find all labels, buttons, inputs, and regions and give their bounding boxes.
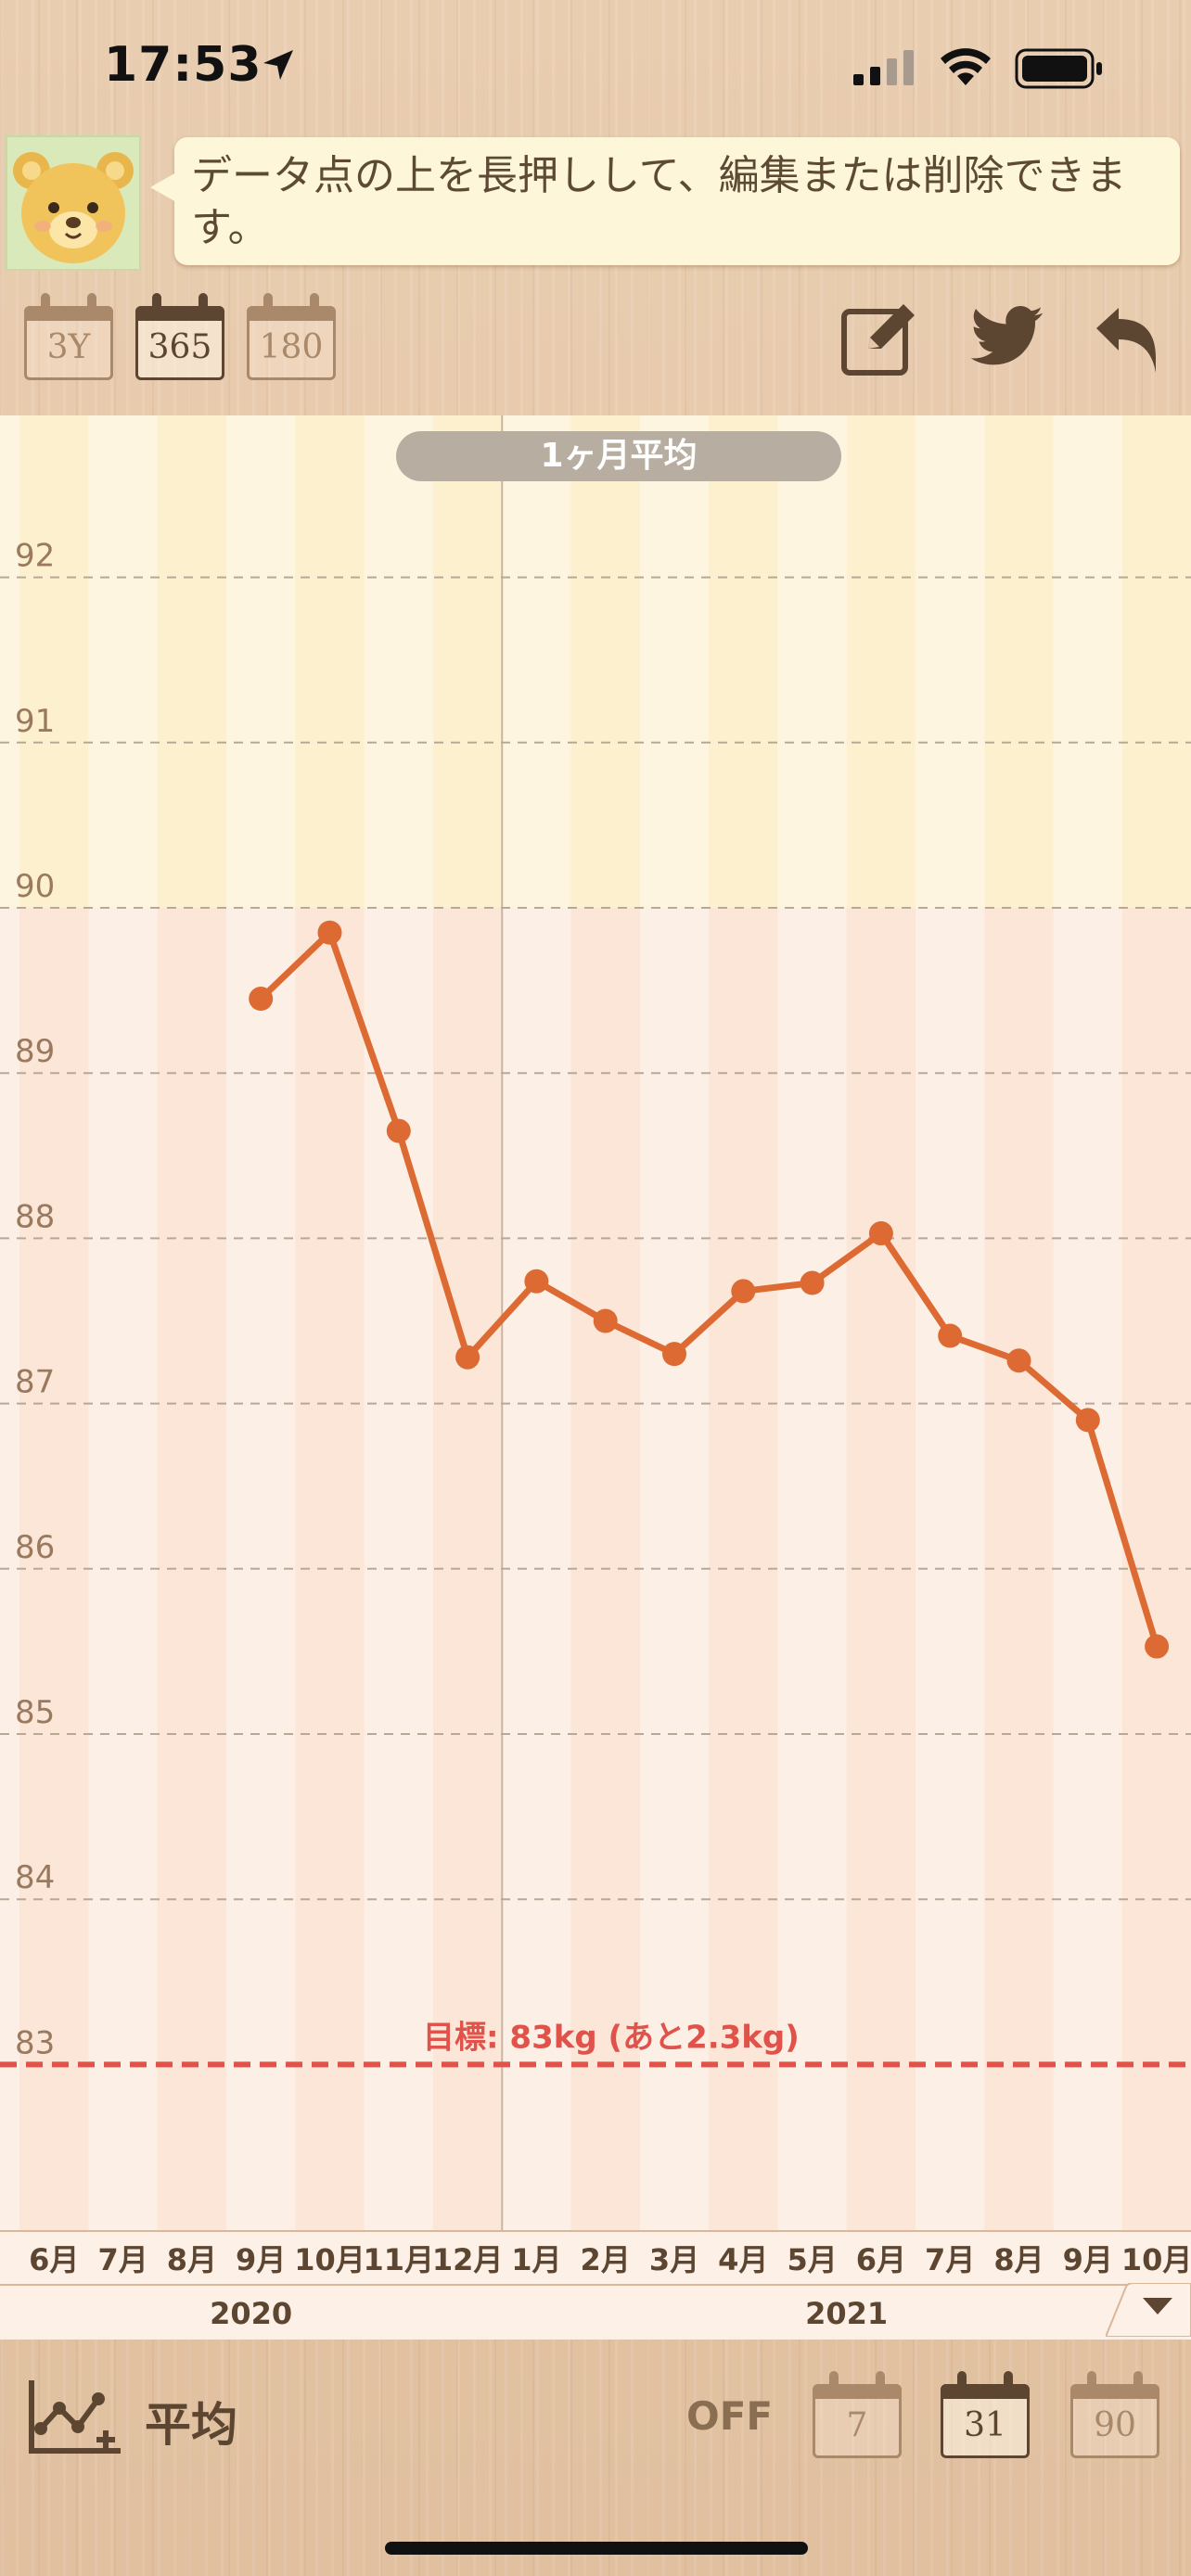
twitter-icon[interactable] xyxy=(970,306,1044,367)
x-tick-label: 8月 xyxy=(993,2242,1044,2277)
x-tick-label: 5月 xyxy=(787,2242,837,2277)
range-180-button[interactable]: 180 xyxy=(247,293,338,382)
x-tick-label: 7月 xyxy=(97,2242,147,2277)
x-tick-label: 6月 xyxy=(29,2242,79,2277)
cellular-signal-icon xyxy=(853,50,914,85)
battery-icon xyxy=(1015,48,1102,89)
data-point[interactable] xyxy=(317,920,342,945)
average-chart-icon[interactable] xyxy=(28,2377,124,2455)
data-point[interactable] xyxy=(386,1118,411,1143)
month-stripe xyxy=(777,415,847,2231)
x-tick-label: 9月 xyxy=(236,2242,286,2277)
average-off-button[interactable]: OFF xyxy=(686,2393,774,2439)
y-tick-label: 86 xyxy=(15,1529,55,1566)
data-point[interactable] xyxy=(731,1279,756,1304)
data-point[interactable] xyxy=(249,987,274,1012)
x-tick-label: 12月 xyxy=(432,2242,504,2277)
status-bar: 17:53 xyxy=(0,0,1191,134)
data-point[interactable] xyxy=(1145,1634,1170,1659)
month-stripe xyxy=(639,415,710,2231)
window-90-label: 90 xyxy=(1094,2406,1136,2444)
x-tick-label: 1月 xyxy=(511,2242,561,2277)
x-tick-label: 4月 xyxy=(718,2242,768,2277)
y-tick-label: 83 xyxy=(15,2024,55,2061)
y-tick-label: 92 xyxy=(15,538,55,575)
x-tick-label: 11月 xyxy=(364,2242,435,2277)
high-zone xyxy=(0,415,1191,908)
hint-bubble: データ点の上を長押しして、編集または削除できます。 xyxy=(150,137,1180,265)
x-tick-label: 10月 xyxy=(1121,2242,1191,2277)
collapse-chevron-icon[interactable] xyxy=(1106,2283,1191,2337)
year-label: 2021 xyxy=(805,2296,888,2331)
y-tick-label: 90 xyxy=(15,868,55,905)
y-tick-label: 87 xyxy=(15,1364,55,1401)
y-tick-label: 84 xyxy=(15,1859,55,1896)
window-31-button[interactable]: 31 xyxy=(941,2371,1031,2460)
data-point[interactable] xyxy=(938,1323,963,1348)
data-point[interactable] xyxy=(662,1342,686,1367)
x-tick-label: 3月 xyxy=(649,2242,699,2277)
data-point[interactable] xyxy=(593,1308,618,1333)
goal-label: 目標: 83kg (あと2.3kg) xyxy=(423,2019,800,2056)
data-point[interactable] xyxy=(455,1345,480,1370)
window-90-button[interactable]: 90 xyxy=(1070,2371,1161,2460)
window-7-button[interactable]: 7 xyxy=(813,2371,903,2460)
wifi-icon xyxy=(941,48,991,85)
range-365-label: 365 xyxy=(147,328,212,366)
x-tick-label: 2月 xyxy=(581,2242,631,2277)
window-7-label: 7 xyxy=(846,2406,868,2444)
month-stripe xyxy=(0,415,20,2231)
x-tick-label: 9月 xyxy=(1063,2242,1113,2277)
month-stripe xyxy=(916,415,985,2231)
y-tick-label: 85 xyxy=(15,1694,55,1731)
range-180-label: 180 xyxy=(259,328,324,366)
month-stripe xyxy=(364,415,433,2231)
month-stripe xyxy=(88,415,158,2231)
range-365-button[interactable]: 365 xyxy=(135,293,226,382)
x-tick-label: 6月 xyxy=(856,2242,906,2277)
chart-mode-pill: 1ヶ月平均 xyxy=(396,431,841,481)
y-tick-label: 88 xyxy=(15,1198,55,1235)
y-tick-label: 89 xyxy=(15,1033,55,1070)
month-stripe xyxy=(226,415,296,2231)
month-stripe xyxy=(502,415,571,2231)
hint-text: データ点の上を長押しして、編集または削除できます。 xyxy=(191,152,1127,251)
edit-icon[interactable] xyxy=(840,299,920,376)
status-time: 17:53 xyxy=(104,37,263,93)
y-tick-label: 91 xyxy=(15,703,55,740)
x-tick-label: 10月 xyxy=(294,2242,365,2277)
window-31-label: 31 xyxy=(964,2406,1006,2444)
data-point[interactable] xyxy=(524,1269,549,1294)
x-tick-label: 7月 xyxy=(925,2242,975,2277)
range-3y-button[interactable]: 3Y xyxy=(24,293,115,382)
data-point[interactable] xyxy=(1075,1408,1100,1433)
bottom-toolbar: 平均 OFF 7 31 90 xyxy=(0,2340,1191,2576)
range-3y-label: 3Y xyxy=(46,328,91,366)
data-point[interactable] xyxy=(800,1270,825,1295)
back-arrow-icon[interactable] xyxy=(1091,302,1161,376)
month-stripe xyxy=(1053,415,1122,2231)
year-label: 2020 xyxy=(210,2296,292,2331)
home-indicator[interactable] xyxy=(385,2542,808,2555)
data-point[interactable] xyxy=(868,1221,893,1246)
weight-line xyxy=(258,929,1160,1648)
x-tick-label: 8月 xyxy=(167,2242,217,2277)
average-label[interactable]: 平均 xyxy=(145,2398,237,2452)
bear-avatar xyxy=(6,135,141,271)
location-arrow-icon xyxy=(263,50,293,80)
data-point[interactable] xyxy=(1006,1348,1031,1373)
